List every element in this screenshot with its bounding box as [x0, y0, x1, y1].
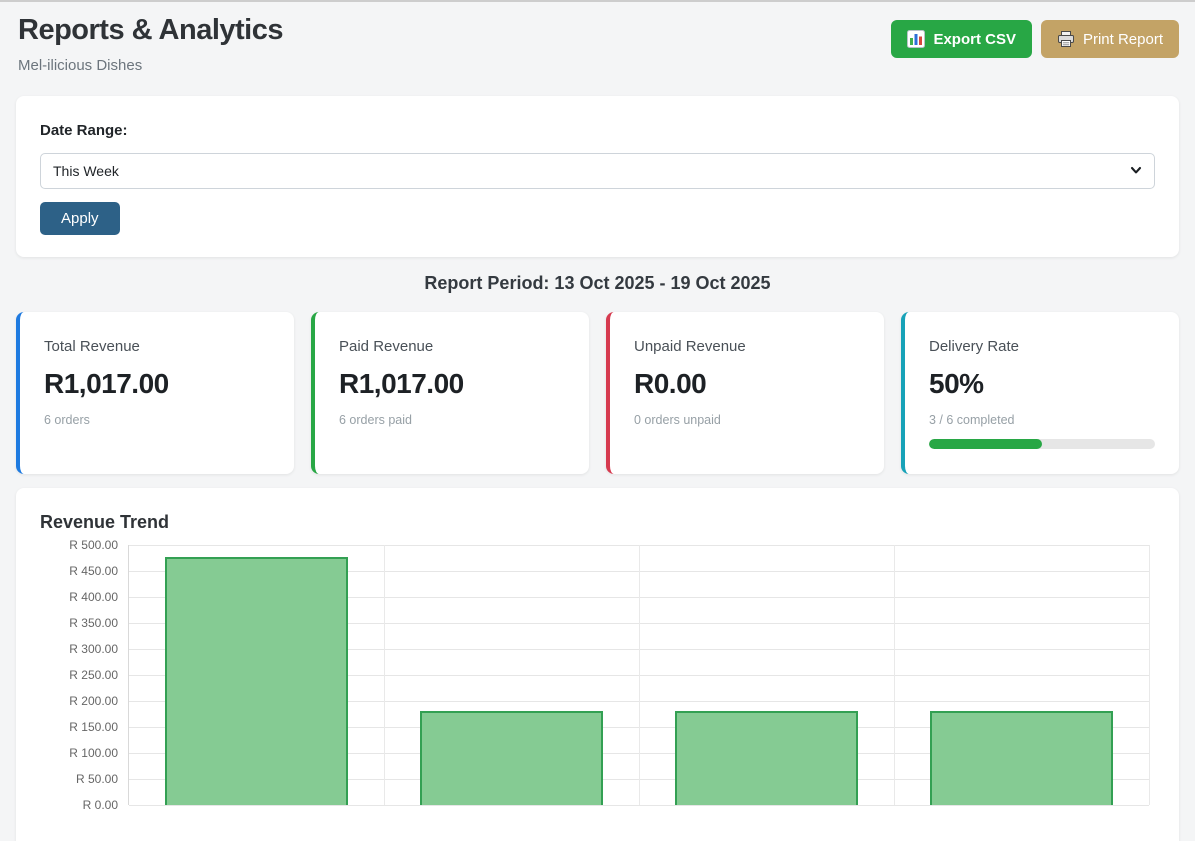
stat-label: Delivery Rate [929, 338, 1020, 355]
bar-chart-icon [907, 30, 926, 48]
delivery-progress-fill [929, 439, 1042, 449]
apply-button[interactable]: Apply [40, 202, 120, 235]
stat-card-total-revenue: Total Revenue R1,017.00 6 orders [16, 312, 294, 474]
title-block: Reports & Analytics Mel-ilicious Dishes [18, 14, 284, 74]
stat-subtext: 0 orders unpaid [634, 413, 721, 427]
stat-value: R1,017.00 [44, 368, 169, 399]
y-axis-tick-label: R 450.00 [69, 564, 118, 578]
revenue-trend-card: Revenue Trend R 500.00 R 450.00 R 400.00 R … [16, 488, 1179, 841]
gridline-vertical [384, 545, 385, 805]
gridline-vertical [1149, 545, 1150, 805]
header-actions: Export CSV Print Report [891, 20, 1179, 58]
revenue-bar [164, 556, 349, 805]
report-period-heading: Report Period: 13 Oct 2025 - 19 Oct 2025 [424, 273, 771, 293]
revenue-bar [929, 711, 1114, 805]
stat-card-paid-revenue: Paid Revenue R1,017.00 6 orders paid [311, 312, 589, 474]
stat-value: 50% [929, 368, 984, 399]
stat-subtext: 3 / 6 completed [929, 413, 1015, 427]
page-header: Reports & Analytics Mel-ilicious Dishes … [0, 2, 1195, 80]
chart-title: Revenue Trend [40, 512, 170, 532]
y-axis-tick-label: R 0.00 [82, 798, 118, 812]
y-axis-tick-label: R 200.00 [69, 694, 118, 708]
y-axis-tick-label: R 150.00 [69, 720, 118, 734]
gridline-vertical [894, 545, 895, 805]
y-axis-tick-label: R 100.00 [69, 746, 118, 760]
y-axis-tick-label: R 250.00 [69, 668, 118, 682]
stat-value: R0.00 [634, 368, 707, 399]
page-subtitle: Mel-ilicious Dishes [18, 57, 143, 74]
stat-label: Unpaid Revenue [634, 338, 746, 355]
print-report-label: Print Report [1082, 30, 1163, 48]
stat-label: Total Revenue [44, 338, 140, 355]
chart-plot [128, 545, 1150, 806]
date-range-label: Date Range: [40, 122, 128, 139]
print-report-button[interactable]: Print Report [1040, 20, 1179, 58]
gridline-horizontal [129, 805, 1149, 806]
stats-row: Total Revenue R1,017.00 6 orders Paid Re… [16, 312, 1179, 474]
stat-card-unpaid-revenue: Unpaid Revenue R0.00 0 orders unpaid [606, 312, 884, 474]
stat-card-delivery-rate: Delivery Rate 50% 3 / 6 completed [901, 312, 1179, 474]
gridline-vertical [639, 545, 640, 805]
y-axis-tick-label: R 50.00 [75, 772, 118, 786]
date-range-select-wrap: This Week [40, 153, 1155, 189]
stat-label: Paid Revenue [339, 338, 434, 355]
revenue-bar [419, 711, 604, 805]
date-range-select[interactable]: This Week [40, 153, 1155, 189]
export-csv-label: Export CSV [933, 30, 1016, 48]
stat-subtext: 6 orders [44, 413, 90, 427]
revenue-bar [674, 711, 859, 805]
y-axis-tick-label: R 300.00 [69, 642, 118, 656]
y-axis-tick-label: R 400.00 [69, 590, 118, 604]
export-csv-button[interactable]: Export CSV [891, 20, 1032, 58]
page-title: Reports & Analytics [18, 14, 284, 46]
printer-icon [1057, 30, 1075, 48]
y-axis-tick-label: R 500.00 [69, 538, 118, 552]
stat-value: R1,017.00 [339, 368, 464, 399]
y-axis-tick-label: R 350.00 [69, 616, 118, 630]
date-range-card: Date Range: This Week Apply [16, 96, 1179, 257]
revenue-trend-chart: R 500.00 R 450.00 R 400.00 R 350.00 R 300.00… [40, 537, 1155, 837]
delivery-progress-bar [929, 439, 1155, 449]
stat-subtext: 6 orders paid [339, 413, 412, 427]
